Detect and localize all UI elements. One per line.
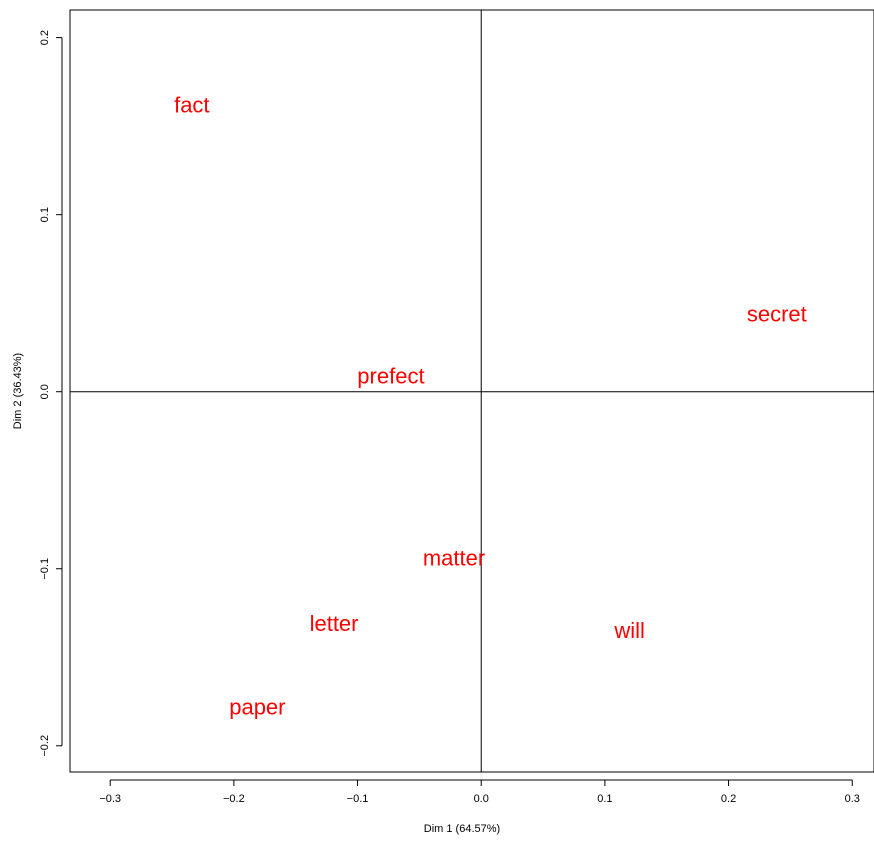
y-tick-label: 0.2	[39, 30, 51, 45]
x-axis-title: Dim 1 (64.57%)	[424, 823, 500, 835]
plot-frame	[69, 9, 874, 773]
point-label-letter: letter	[310, 611, 359, 636]
point-label-matter: matter	[423, 546, 485, 571]
x-tick-label: 0.1	[597, 793, 612, 805]
x-tick-label: 0.2	[721, 793, 736, 805]
y-axis-title: Dim 2 (36.43%)	[12, 353, 24, 429]
x-tick-label: 0.0	[474, 793, 489, 805]
point-label-fact: fact	[174, 92, 209, 117]
x-tick-label: 0.3	[845, 793, 860, 805]
y-tick-label: 0.1	[39, 207, 51, 222]
x-tick-label: −0.1	[347, 793, 369, 805]
point-label-will: will	[613, 618, 645, 643]
point-label-prefect: prefect	[357, 363, 424, 388]
point-label-paper: paper	[229, 694, 285, 719]
x-tick-label: −0.3	[99, 793, 121, 805]
reference-lines	[70, 10, 874, 772]
x-axis: −0.3 −0.2 −0.1 0.0 0.1 0.2 0.3	[99, 779, 860, 805]
y-tick-label: −0.1	[39, 558, 51, 580]
y-tick-label: 0.0	[39, 384, 51, 399]
point-label-secret: secret	[747, 301, 807, 326]
point-labels: fact secret prefect matter letter will paper	[174, 92, 807, 719]
y-axis: −0.2 −0.1 0.0 0.1 0.2	[39, 30, 63, 757]
y-tick-label: −0.2	[39, 735, 51, 757]
x-tick-label: −0.2	[223, 793, 245, 805]
